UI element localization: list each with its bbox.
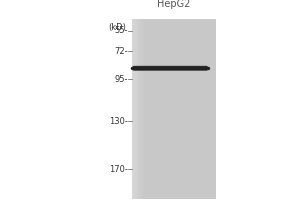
Text: 170-: 170- xyxy=(109,165,128,174)
Bar xyxy=(132,19,134,199)
Text: HepG2: HepG2 xyxy=(157,0,190,9)
Text: 72-: 72- xyxy=(114,47,128,56)
Bar xyxy=(136,19,138,199)
Text: 130-: 130- xyxy=(109,117,128,126)
Text: 95-: 95- xyxy=(114,75,128,84)
Bar xyxy=(142,19,144,199)
Bar xyxy=(140,19,141,199)
Text: 55-: 55- xyxy=(114,26,128,35)
Polygon shape xyxy=(130,66,210,71)
Bar xyxy=(135,19,136,199)
Bar xyxy=(132,19,216,199)
Text: (kD): (kD) xyxy=(108,23,126,32)
Bar xyxy=(138,19,140,199)
Bar xyxy=(141,19,142,199)
Bar xyxy=(134,19,135,199)
